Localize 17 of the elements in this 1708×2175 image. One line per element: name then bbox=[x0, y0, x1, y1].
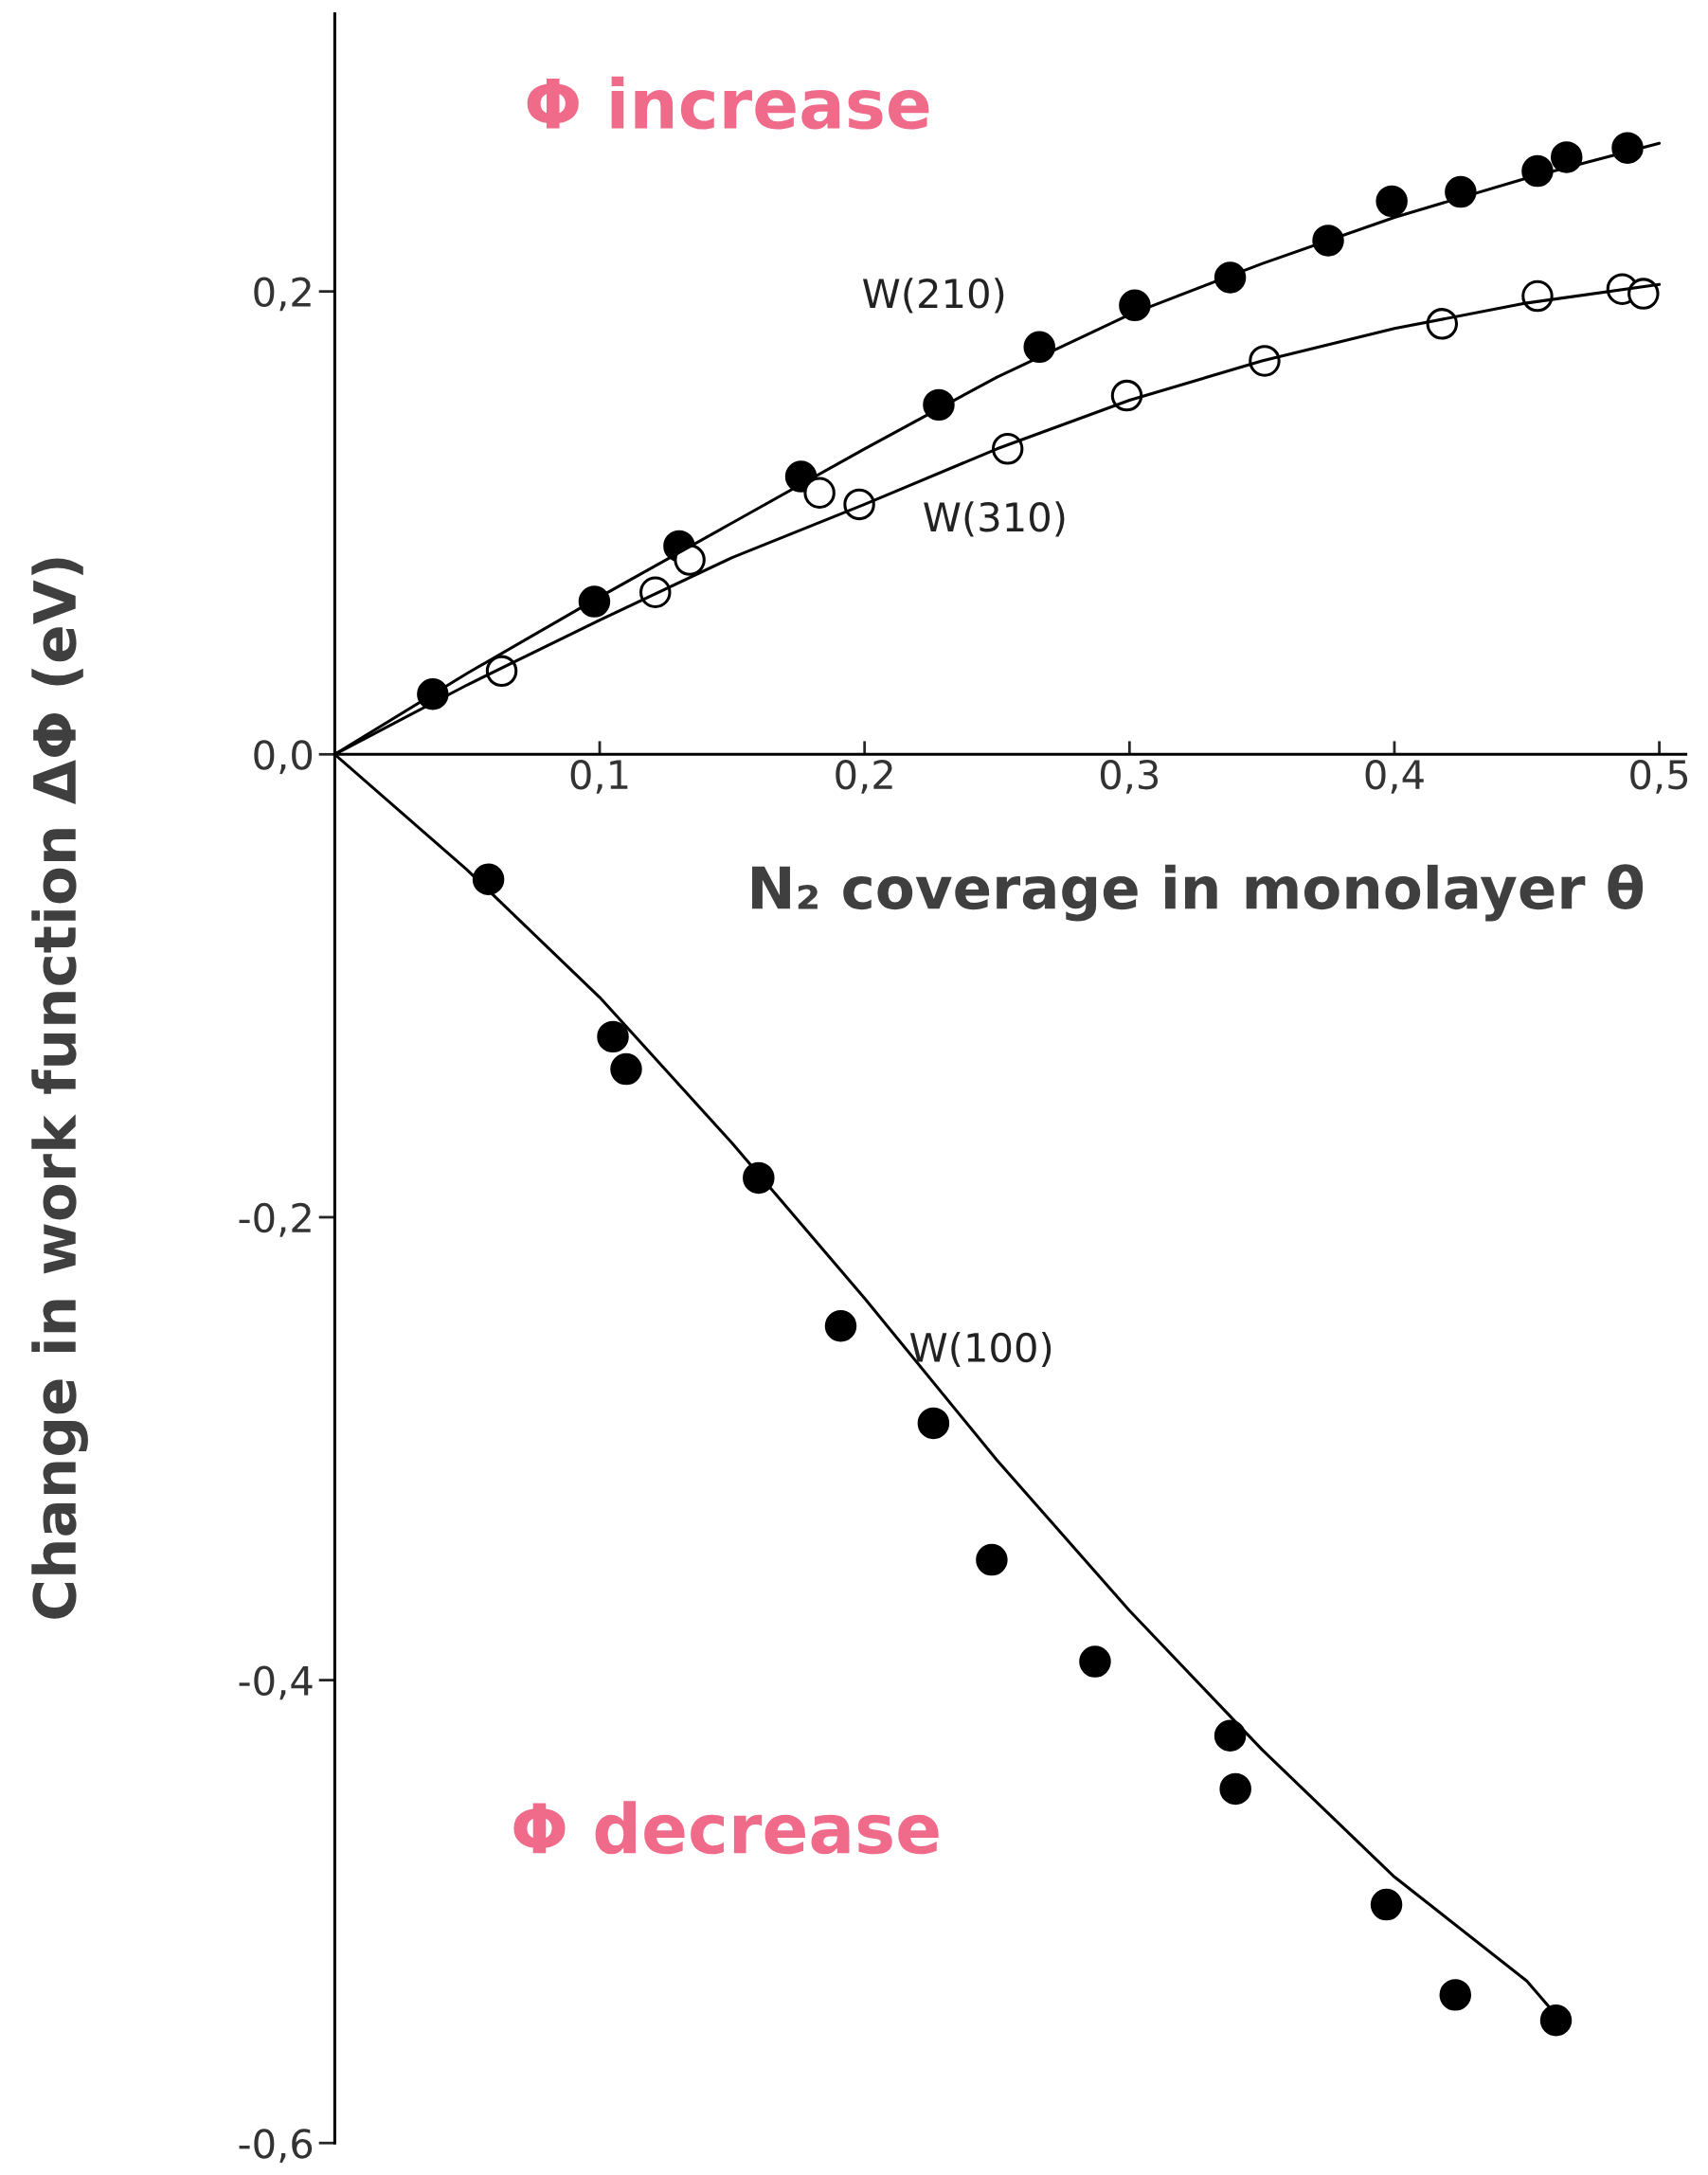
x-tick-label: 0,3 bbox=[1100, 759, 1159, 794]
annotation: W(210) bbox=[862, 278, 1004, 314]
x-tick-label: 0,2 bbox=[836, 759, 892, 794]
y-tick-label: -0,4 bbox=[239, 1665, 313, 1700]
y-axis-title: Change in work function ΔΦ (eV) bbox=[31, 558, 88, 1619]
y-tick-label: -0,6 bbox=[239, 2129, 313, 2163]
y-tick-label: 0,2 bbox=[254, 277, 311, 312]
x-tick-label: 0,1 bbox=[570, 759, 628, 794]
y-tick-label: -0,2 bbox=[239, 1202, 311, 1237]
x-tick-label: 0,5 bbox=[1630, 759, 1688, 794]
x-axis-title: N₂ coverage in monolayer θ bbox=[752, 864, 1644, 922]
annotation: W(310) bbox=[924, 501, 1065, 537]
annotation: Φ increase bbox=[527, 76, 929, 130]
y-tick-label: 0,0 bbox=[254, 740, 313, 774]
annotation: Φ decrease bbox=[513, 1801, 939, 1855]
x-tick-label: 0,4 bbox=[1365, 759, 1424, 794]
annotation: W(100) bbox=[909, 1331, 1052, 1368]
